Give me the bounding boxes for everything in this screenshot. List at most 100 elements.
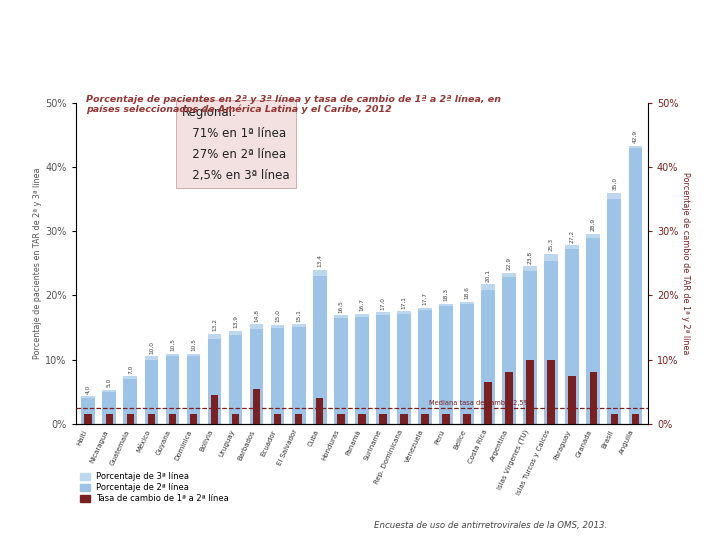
Bar [292,325,305,327]
Bar [587,238,600,424]
Bar [334,318,348,424]
Bar [81,396,95,398]
Bar [565,249,579,424]
Text: 15,0: 15,0 [275,309,280,322]
Bar [547,360,555,424]
Text: 18,6: 18,6 [464,286,469,299]
Bar [397,312,410,314]
Bar [292,327,305,424]
Bar [421,414,428,424]
Bar [400,414,408,424]
Bar [418,308,432,310]
Bar [106,414,113,424]
Text: 35,0: 35,0 [612,177,617,190]
Text: 27,2: 27,2 [570,230,575,242]
Bar [569,376,576,424]
Text: 22,9: 22,9 [507,257,512,271]
Bar [271,325,284,327]
Bar [189,414,197,424]
Bar [439,306,453,424]
Bar [148,414,155,424]
Bar [631,414,639,424]
Bar [229,330,243,335]
Bar [590,373,597,424]
Bar [271,327,284,424]
Bar [485,382,492,424]
Bar [523,266,537,271]
Bar [463,414,471,424]
Bar [295,414,302,424]
Text: Porcentaje de pacientes en 2ª y 3ª línea y tasa de cambio de 1ª a 2ª línea, en
p: Porcentaje de pacientes en 2ª y 3ª línea… [86,94,501,114]
Text: 17,0: 17,0 [380,296,385,309]
Bar [207,334,221,339]
Bar [544,254,558,261]
Bar [337,414,344,424]
Bar [207,339,221,424]
Bar [526,360,534,424]
Text: 10,0: 10,0 [149,341,154,354]
Bar [145,356,158,360]
Text: 13,9: 13,9 [233,315,238,328]
Text: 13,2: 13,2 [212,319,217,332]
Text: 18,3: 18,3 [444,288,449,301]
Text: 25,3: 25,3 [549,238,554,251]
Bar [250,329,264,424]
Bar [127,414,134,424]
Bar [123,376,137,379]
Text: 5,0: 5,0 [107,378,112,387]
Bar [274,414,282,424]
Bar [166,354,179,356]
Bar [608,199,621,424]
Bar [229,335,243,424]
Bar [544,261,558,424]
Y-axis label: Porcentaje de cambio de TAR de 1ª y 2ª línea: Porcentaje de cambio de TAR de 1ª y 2ª l… [681,172,690,354]
Bar [355,314,369,316]
Text: Distribución de pacientes por línea de TAR y tasa de cambio de 1ª
a 2ª línea: Distribución de pacientes por línea de T… [11,23,709,69]
Bar [84,414,92,424]
Bar [523,271,537,424]
Text: 28,9: 28,9 [591,218,595,231]
Bar [460,305,474,424]
Bar [102,390,116,392]
Bar [442,414,450,424]
Text: 20,1: 20,1 [485,269,490,282]
Text: 15,1: 15,1 [296,309,301,322]
Bar [439,303,453,306]
Bar [376,312,390,315]
Text: 16,7: 16,7 [359,299,364,312]
Text: 17,1: 17,1 [401,296,406,309]
Legend: Porcentaje de 3ª línea, Porcentaje de 2ª línea, Tasa de cambio de 1ª a 2ª línea: Porcentaje de 3ª línea, Porcentaje de 2ª… [80,472,229,503]
Text: 23,8: 23,8 [528,251,533,264]
Text: 17,7: 17,7 [423,292,428,305]
Bar [186,354,200,356]
Bar [334,315,348,318]
Text: 7,0: 7,0 [128,364,132,374]
Bar [481,285,495,289]
Bar [418,310,432,424]
Text: 42,9: 42,9 [633,130,638,143]
Bar [102,392,116,424]
Bar [505,373,513,424]
Bar [608,193,621,199]
Bar [186,356,200,424]
Text: Regional:
   71% en 1ª línea
   27% en 2ª línea
   2,5% en 3ª línea: Regional: 71% en 1ª línea 27% en 2ª líne… [181,106,290,182]
Bar [481,289,495,424]
Text: Mediana tasa de cambio 2,5%: Mediana tasa de cambio 2,5% [429,400,530,406]
Bar [211,395,218,424]
Bar [611,414,618,424]
Text: 10,5: 10,5 [170,338,175,352]
Text: 10,5: 10,5 [191,338,196,352]
Bar [355,316,369,424]
Bar [503,273,516,276]
Bar [145,360,158,424]
Bar [379,414,387,424]
Text: 16,5: 16,5 [338,300,343,313]
Bar [232,414,239,424]
Bar [316,398,323,424]
Bar [250,325,264,329]
Bar [460,302,474,305]
Bar [313,269,327,276]
Text: Encuesta de uso de antirretrovirales de la OMS, 2013.: Encuesta de uso de antirretrovirales de … [374,521,608,530]
Bar [358,414,366,424]
Bar [629,148,642,424]
